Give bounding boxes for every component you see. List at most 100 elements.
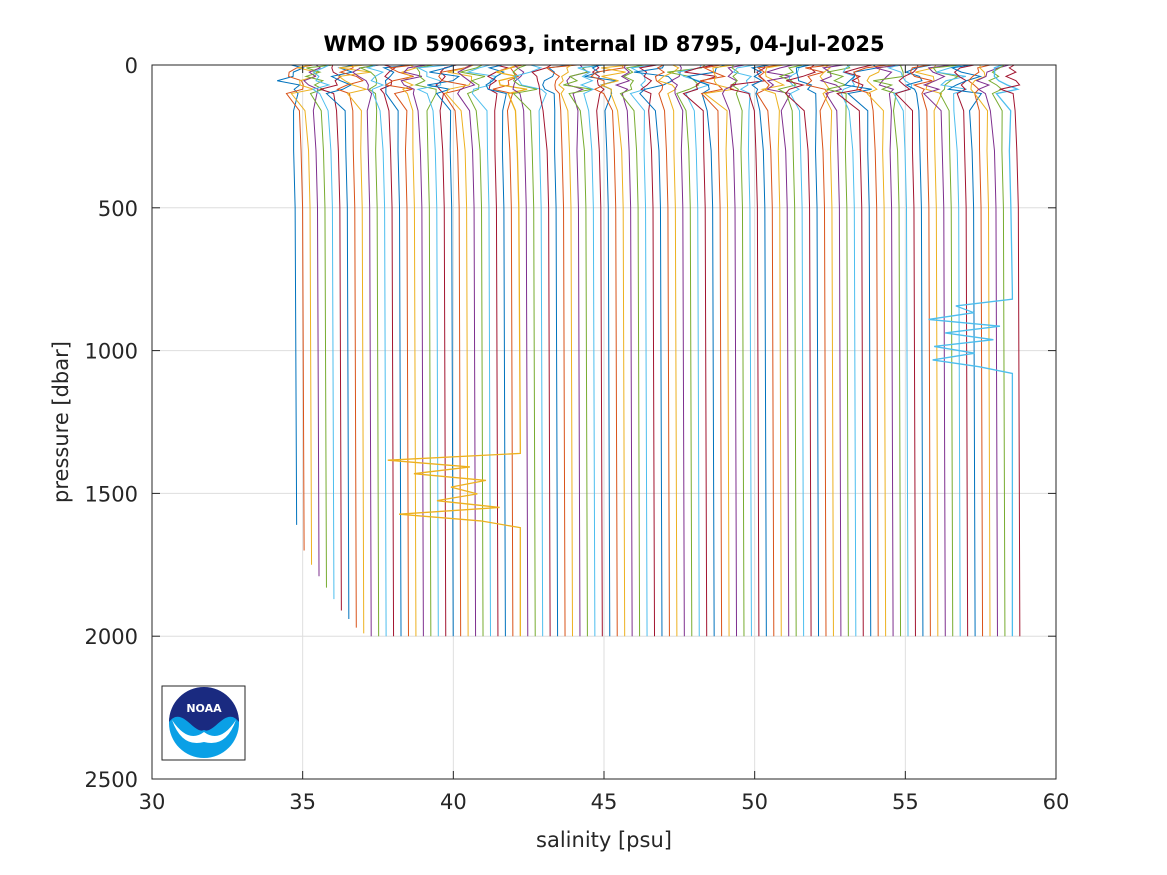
- profile-line: [654, 64, 670, 637]
- y-tick-label: 500: [98, 197, 138, 221]
- profile-line: [784, 64, 817, 637]
- x-tick-label: 40: [440, 790, 467, 814]
- profile-line: [730, 64, 767, 637]
- profile-line: [676, 64, 711, 637]
- profile-line: [873, 64, 904, 637]
- x-tick-label: 45: [591, 790, 618, 814]
- profile-line: [365, 64, 387, 637]
- profile-line: [853, 64, 888, 637]
- x-tick-label: 55: [892, 790, 919, 814]
- y-tick-label: 1500: [85, 482, 138, 506]
- profile-line: [805, 64, 832, 637]
- profile-line: [465, 64, 498, 637]
- profile-line: [756, 64, 782, 637]
- profile-line: [277, 64, 305, 525]
- profile-line: [777, 64, 804, 637]
- profile-line: [730, 64, 745, 637]
- profile-line: [700, 64, 727, 637]
- profile-line: [721, 64, 745, 637]
- profile-line: [563, 64, 601, 637]
- profile-line: [765, 64, 793, 637]
- profile-line: [826, 64, 851, 637]
- profile-line: [904, 64, 932, 637]
- profile-line: [427, 64, 461, 637]
- profile-line: [750, 64, 770, 637]
- profile-line: [703, 64, 734, 637]
- profile-line: [512, 64, 538, 637]
- y-tick-label: 2500: [85, 768, 138, 792]
- profile-line: [975, 64, 1010, 637]
- x-tick-labels: 30 35 40 45 50 55 60: [139, 790, 1070, 814]
- profile-line: [614, 64, 633, 637]
- y-tick-labels: 0 500 1000 1500 2000 2500: [85, 54, 138, 792]
- profile-line: [512, 64, 529, 637]
- profile-line: [836, 64, 873, 637]
- profile-line: [311, 64, 335, 600]
- profile-line: [953, 64, 975, 637]
- profile-line: [840, 64, 857, 637]
- x-tick-label: 35: [289, 790, 316, 814]
- profile-line: [634, 64, 674, 637]
- profile-line: [513, 64, 547, 637]
- profile-line: [414, 64, 437, 637]
- noaa-logo: NOAA: [161, 685, 246, 761]
- profile-line: [337, 64, 372, 634]
- y-axis-label: pressure [dbar]: [49, 341, 73, 503]
- profile-line: [318, 64, 342, 611]
- profile-line: [686, 64, 726, 637]
- axis-ticks: [151, 64, 1057, 780]
- profile-lines: [277, 64, 1021, 637]
- profile-line: [600, 64, 632, 637]
- profile-line: [970, 64, 991, 637]
- profile-line: [545, 64, 578, 637]
- profile-line: [304, 64, 334, 588]
- profile-line: [638, 64, 657, 637]
- profile-line: [445, 64, 474, 637]
- profile-line: [987, 64, 1006, 637]
- profile-line: [290, 64, 318, 565]
- profile-line: [909, 64, 933, 637]
- profile-line: [732, 64, 755, 637]
- profile-line: [382, 64, 412, 637]
- profile-line: [558, 64, 573, 637]
- x-axis-label: salinity [psu]: [536, 828, 672, 852]
- profile-line: [619, 64, 645, 637]
- x-tick-label: 50: [741, 790, 768, 814]
- profile-line: [922, 64, 953, 637]
- profile-line: [915, 64, 943, 637]
- profile-line: [416, 64, 450, 637]
- logo-label: NOAA: [186, 702, 222, 715]
- profile-line: [460, 64, 486, 637]
- profile-line: [795, 64, 820, 637]
- profile-line: [351, 64, 380, 637]
- profile-line: [457, 64, 477, 637]
- profile-line: [866, 64, 894, 637]
- logo-upper: [169, 687, 239, 731]
- profile-line: [384, 64, 415, 637]
- profile-line: [590, 64, 625, 637]
- profile-line: [542, 64, 570, 637]
- profile-line: [946, 64, 983, 637]
- profile-line: [894, 64, 919, 637]
- profile-line: [591, 64, 605, 637]
- profile-line: [667, 64, 706, 637]
- profile-line: [285, 64, 314, 551]
- profile-line: [400, 64, 428, 637]
- profile-line: [998, 64, 1021, 637]
- profile-line: [577, 64, 605, 637]
- profile-line: [682, 64, 717, 637]
- profile-line: [819, 64, 834, 637]
- y-tick-label: 1000: [85, 340, 138, 364]
- profile-line: [928, 64, 1020, 637]
- profile-line: [387, 64, 528, 637]
- y-tick-label: 0: [125, 54, 138, 78]
- profile-line: [438, 64, 472, 637]
- profile-line: [358, 64, 380, 637]
- chart-title: WMO ID 5906693, internal ID 8795, 04-Jul…: [323, 32, 884, 56]
- profile-line: [531, 64, 552, 637]
- profile-line: [967, 64, 991, 637]
- y-tick-label: 2000: [85, 625, 138, 649]
- profile-line: [932, 64, 962, 637]
- profile-line: [336, 64, 365, 628]
